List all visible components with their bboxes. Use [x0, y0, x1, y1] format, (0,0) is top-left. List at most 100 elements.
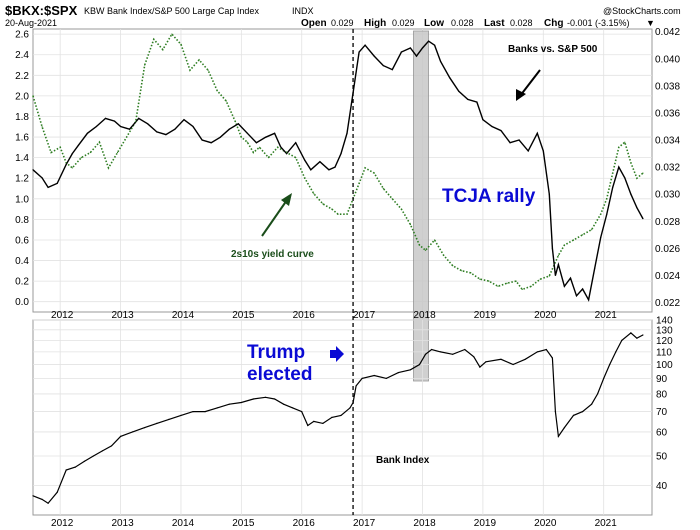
banks-vs-spx-point [400, 51, 402, 53]
yield-curve-point [89, 151, 91, 154]
bank-index-point [110, 445, 113, 447]
lower-x-tick-label: 2019 [474, 518, 497, 529]
left-axis-tick-label: 2.0 [15, 91, 29, 102]
lower-right-tick-label: 60 [656, 427, 668, 438]
yield-curve-point [488, 280, 490, 282]
bank-index-point [322, 422, 324, 424]
right-axis-tick-label: 0.034 [655, 136, 680, 147]
bank-index-point [92, 455, 94, 457]
yield-curve-point [572, 239, 575, 241]
banks-vs-spx-point [594, 268, 596, 270]
bank-index-point [307, 424, 309, 427]
banks-vs-spx-point [104, 117, 107, 119]
bank-index-point [473, 356, 475, 358]
yield-curve-point [295, 157, 297, 159]
header-chg-down-icon: ▼ [646, 18, 655, 28]
bank-index-point [132, 431, 134, 433]
right-axis-tick-label: 0.042 [655, 27, 680, 38]
left-axis-tick-label: 0.2 [15, 277, 29, 288]
bank-index-point [512, 363, 514, 366]
right-axis-tick-label: 0.030 [655, 190, 680, 201]
bank-index-point [313, 420, 315, 422]
right-axis-tick-label: 0.036 [655, 108, 680, 119]
header-last-label: Last [484, 18, 505, 29]
right-axis-tick-label: 0.028 [655, 217, 680, 228]
yield-curve-point [240, 136, 242, 138]
bank-index-point [361, 377, 363, 379]
bank-index-point [228, 403, 230, 405]
banks-vs-spx-point [71, 153, 73, 155]
bank-index-point [630, 332, 632, 334]
bank-index-point [204, 411, 206, 413]
lower-x-tick-label: 2017 [353, 518, 376, 529]
header-low-value: 0.028 [451, 18, 474, 28]
header-exchange: INDX [292, 6, 314, 16]
yield-curve-point [59, 146, 61, 148]
left-axis-tick-label: 0.0 [15, 297, 29, 308]
yield-curve-point [530, 285, 532, 287]
bank-index-point [603, 377, 605, 379]
banks-vs-spx-point [86, 132, 88, 134]
yield-curve-point [80, 157, 82, 159]
banks-vs-spx-point [449, 77, 451, 79]
banks-vs-spx-point [527, 150, 529, 152]
yield-curve-point [461, 270, 463, 272]
yield-curve-point [198, 59, 200, 61]
yield-curve-point [32, 95, 34, 97]
banks-vs-spx-point [304, 159, 306, 161]
bank-index-point [536, 351, 538, 353]
left-axis-tick-label: 1.0 [15, 194, 29, 205]
yield-curve-point [41, 126, 43, 128]
banks-vs-spx-point [391, 69, 393, 71]
bank-index-point [385, 377, 387, 379]
lower-x-tick-label: 2021 [595, 518, 618, 529]
yield-curve-point [207, 69, 209, 71]
banks-vs-spx-point [563, 285, 566, 287]
bank-index-point [101, 450, 103, 452]
yield-curve-point [636, 177, 638, 179]
annotation-trump-line2: elected [247, 364, 312, 385]
yield-curve-point [506, 282, 508, 284]
annotation-bank-index: Bank Index [376, 455, 430, 466]
lower-x-tick-label: 2012 [51, 518, 74, 529]
yield-curve-point [373, 172, 375, 174]
banks-vs-spx-point [201, 139, 203, 141]
left-axis-ticks: 0.0 0.2 0.4 0.6 0.8 1.0 1.2 1.4 1.6 1.8 2.0 2.2 2.4 2… [15, 30, 29, 309]
yield-curve-point [443, 254, 445, 256]
banks-vs-spx-point [440, 60, 442, 63]
bank-index-point [609, 363, 611, 366]
banks-vs-spx-point [624, 177, 626, 179]
bank-index-point [65, 469, 67, 471]
yield-curve-point [497, 285, 499, 287]
banks-vs-spx-point [246, 132, 248, 134]
yield-curve-point [277, 146, 279, 148]
bank-index-point [636, 337, 638, 339]
bank-index-point [301, 411, 303, 413]
upper-gridlines [33, 29, 652, 312]
header-date: 20-Aug-2021 [5, 18, 57, 28]
lower-right-tick-label: 140 [656, 316, 673, 327]
yield-curve-point [557, 254, 560, 256]
yield-curve-point [409, 223, 411, 226]
bank-index-point [554, 411, 557, 413]
left-axis-tick-label: 0.8 [15, 215, 29, 226]
upper-panel: 0.0 0.2 0.4 0.6 0.8 1.0 1.2 1.4 1.6 1.8 2.0 2.2 2.4 2… [15, 27, 680, 382]
yield-curve-point [322, 203, 324, 205]
right-axis-tick-label: 0.038 [655, 81, 680, 92]
banks-vs-spx-point [56, 182, 58, 184]
bank-index-point [452, 353, 454, 355]
left-axis-tick-label: 0.4 [15, 256, 29, 267]
bank-index-point [397, 372, 399, 374]
banks-vs-spx-point [192, 125, 194, 128]
right-axis-tick-label: 0.022 [655, 298, 680, 309]
yield-curve-point [98, 141, 100, 143]
banks-vs-spx-point [65, 163, 67, 165]
banks-vs-spx-point [600, 236, 602, 239]
tcja-shade-region [413, 30, 429, 382]
yield-curve-point [618, 146, 620, 148]
bank-index-point [500, 358, 502, 360]
banks-vs-spx-point [467, 98, 469, 100]
banks-vs-spx-point [328, 169, 330, 171]
left-axis-tick-label: 1.6 [15, 133, 29, 144]
